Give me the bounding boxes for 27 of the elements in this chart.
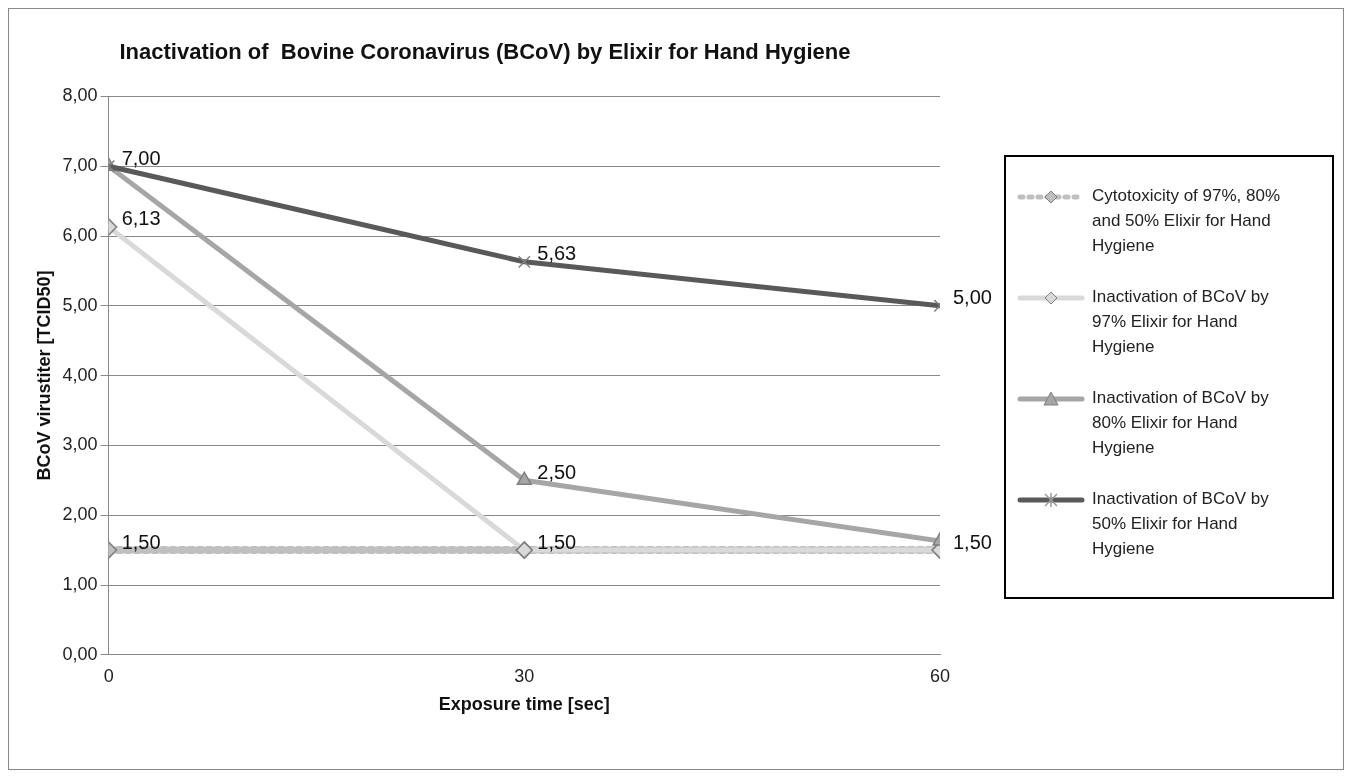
y-tick-label: 6,00 — [62, 224, 98, 245]
legend-label: Inactivation of BCoV by 97% Elixir for Hand Hygiene — [1092, 286, 1270, 358]
y-tick-label: 2,00 — [62, 504, 98, 525]
y-tick-label: 8,00 — [62, 85, 98, 106]
data-label: 7,00 — [121, 146, 161, 169]
y-tick-label: 4,00 — [62, 364, 98, 385]
data-label: 1,50 — [537, 530, 577, 553]
y-tick-label: 0,00 — [62, 643, 98, 664]
data-label: 6,13 — [121, 207, 161, 230]
x-axis-title: Exposure time [sec] — [438, 694, 610, 715]
y-tick-label: 7,00 — [62, 155, 98, 176]
x-tick-label: 30 — [514, 665, 535, 686]
legend-label: Inactivation of BCoV by 80% Elixir for Hand Hygiene — [1092, 387, 1270, 459]
x-tick-label: 60 — [929, 665, 951, 686]
y-tick-label: 5,00 — [62, 294, 98, 315]
x-tick-label: 0 — [103, 665, 114, 686]
y-tick-label: 1,00 — [62, 573, 98, 594]
data-label: 1,50 — [121, 530, 161, 553]
data-label: 2,50 — [537, 460, 577, 483]
legend-label: Cytotoxicity of 97%, 80% and 50% Elixir for Hand Hygiene — [1092, 185, 1282, 257]
y-axis-title: BCoV virustiter [TCID50] — [33, 270, 54, 481]
data-label: 1,50 — [953, 530, 992, 553]
legend-label: Inactivation of BCoV by 50% Elixir for Hand Hygiene — [1092, 488, 1270, 560]
data-label: 5,63 — [537, 242, 577, 265]
data-label: 5,00 — [953, 286, 992, 309]
y-tick-label: 3,00 — [62, 434, 98, 455]
chart-title: Inactivation of Bovine Coronavirus (BCoV) by Elixir for Hand Hygiene — [119, 39, 851, 65]
